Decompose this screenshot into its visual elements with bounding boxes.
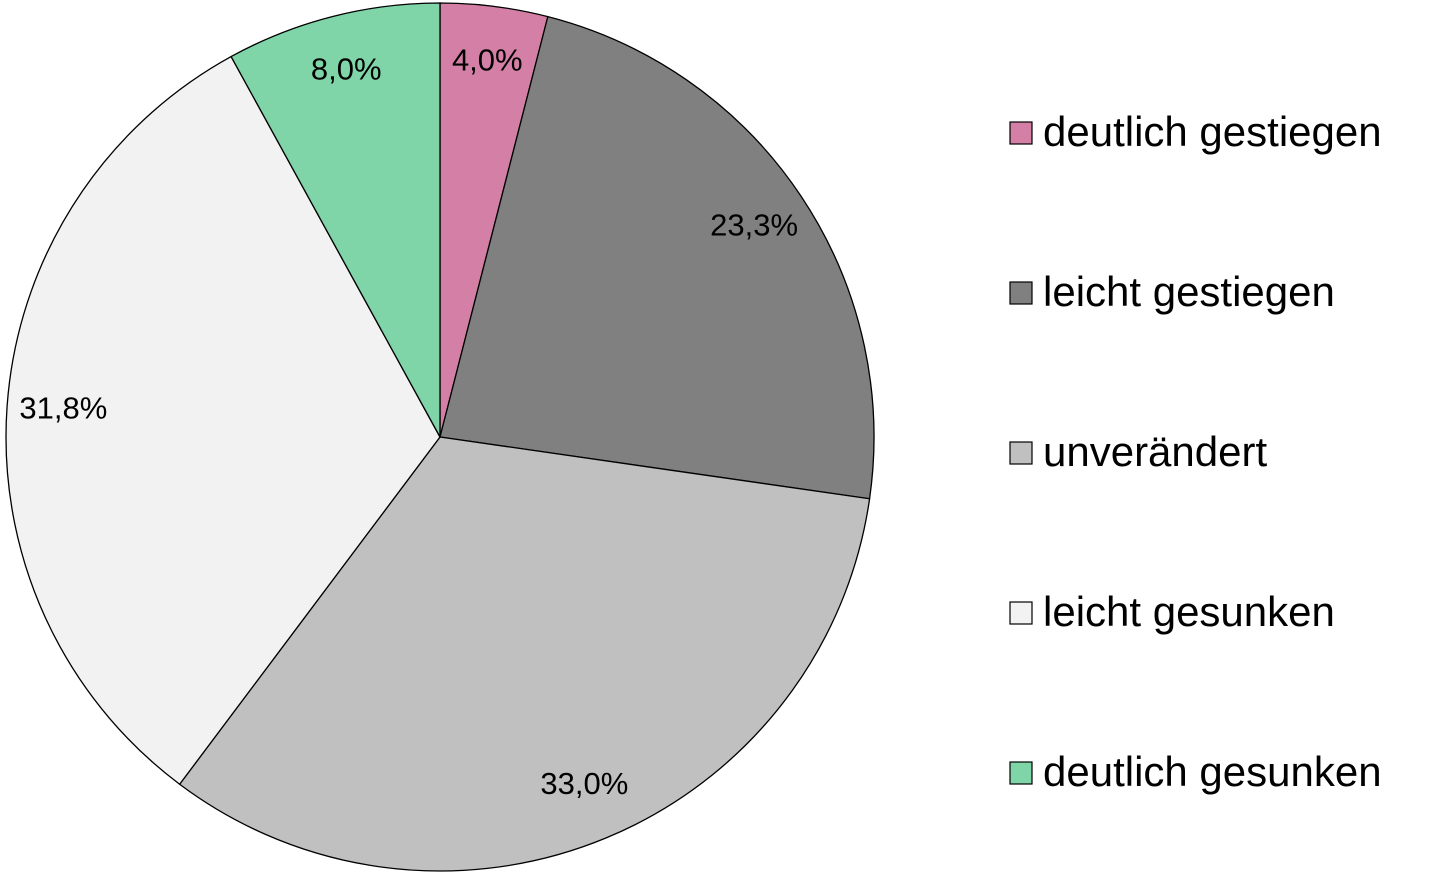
pie-slice xyxy=(5,55,441,786)
pie-slice xyxy=(178,436,871,872)
legend-swatch xyxy=(1009,441,1033,465)
data-label: 31,8% xyxy=(19,391,107,426)
legend-swatch xyxy=(1009,121,1033,145)
legend-label: deutlich gestiegen xyxy=(1043,108,1382,155)
legend-swatch xyxy=(1009,761,1033,785)
legend-swatch xyxy=(1009,601,1033,625)
data-label: 23,3% xyxy=(710,208,798,243)
legend-label: leicht gestiegen xyxy=(1043,268,1335,315)
data-label: 4,0% xyxy=(452,43,523,78)
legend-label: deutlich gesunken xyxy=(1043,748,1382,795)
data-label: 33,0% xyxy=(540,766,628,801)
legend-label: unverändert xyxy=(1043,428,1267,475)
data-label: 8,0% xyxy=(311,51,382,86)
pie-slice xyxy=(439,15,875,500)
legend-swatch xyxy=(1009,281,1033,305)
pie-slice xyxy=(230,2,441,438)
legend-label: leicht gesunken xyxy=(1043,588,1335,635)
